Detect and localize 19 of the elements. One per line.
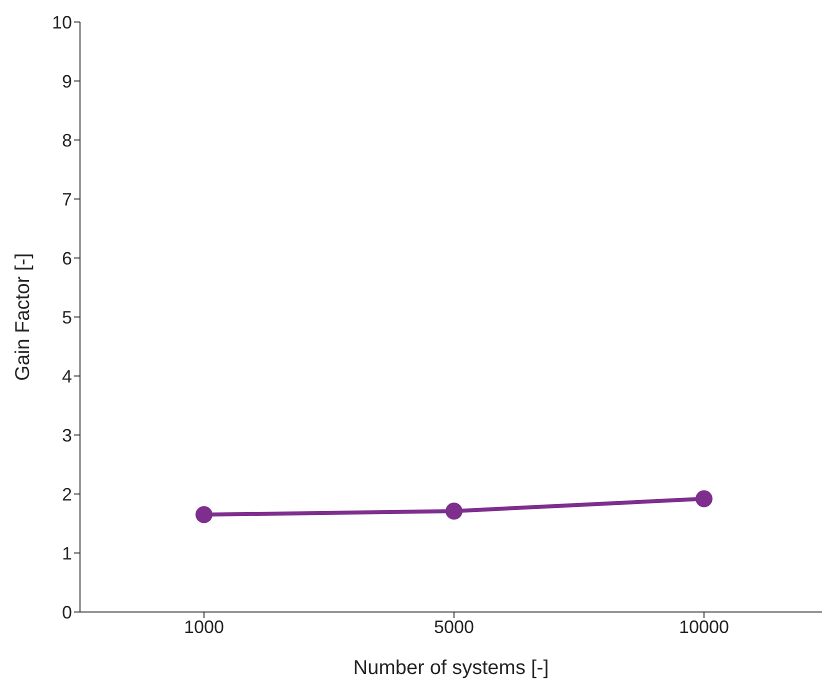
y-tick-label: 3 [62,425,72,446]
x-tick-label: 10000 [678,616,730,637]
y-tick-label: 10 [52,12,72,32]
y-tick-label: 4 [62,366,72,386]
y-tick-label: 2 [62,484,72,504]
point [196,506,212,524]
y-tick-label: 1 [62,543,72,564]
x-tick-label: 5000 [434,616,474,637]
x-axis-title: Number of systems [-] [353,657,549,679]
x-tick-label: 1000 [184,616,224,637]
y-tick-label: 8 [62,130,72,150]
y-tick-label: 7 [62,189,72,210]
y-tick-label: 5 [62,307,72,328]
point [446,502,462,520]
y-axis-title: Gain Factor [-] [12,253,34,381]
y-tick-label: 6 [62,248,72,268]
point [696,490,712,508]
y-tick-label: 9 [62,71,72,92]
y-tick-label: 0 [62,602,72,622]
